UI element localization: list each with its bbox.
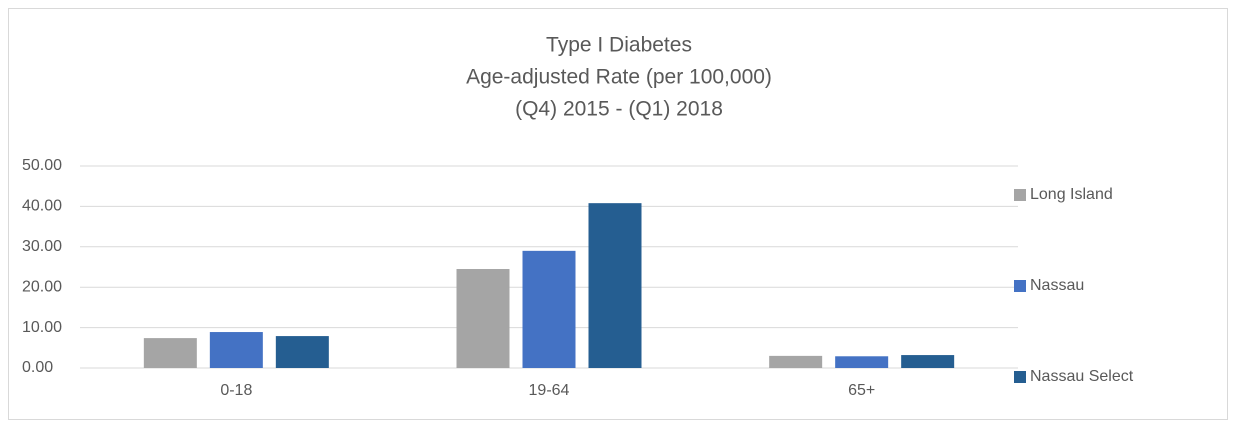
y-tick-label: 10.00 — [22, 319, 62, 336]
chart-title: (Q4) 2015 - (Q1) 2018 — [515, 98, 723, 121]
legend-label: Long Island — [1030, 186, 1113, 203]
legend-label: Nassau Select — [1030, 368, 1134, 385]
bar — [901, 355, 955, 368]
legend-label: Nassau — [1030, 277, 1084, 294]
y-tick-label: 30.00 — [22, 238, 62, 255]
chart-title: Type I Diabetes — [546, 34, 692, 57]
bar — [275, 336, 329, 368]
bar — [588, 203, 642, 368]
x-tick-label: 0-18 — [220, 382, 252, 399]
bar — [769, 355, 823, 368]
legend-swatch — [1014, 189, 1026, 201]
bar — [209, 332, 263, 368]
y-tick-label: 50.00 — [22, 157, 62, 174]
bar — [143, 338, 197, 368]
legend-swatch — [1014, 280, 1026, 292]
bar — [835, 356, 889, 368]
bar — [456, 269, 510, 368]
bar — [522, 250, 576, 368]
x-tick-label: 19-64 — [529, 382, 570, 399]
legend-swatch — [1014, 371, 1026, 383]
y-tick-label: 20.00 — [22, 278, 62, 295]
y-tick-label: 40.00 — [22, 198, 62, 215]
chart-title: Age-adjusted Rate (per 100,000) — [466, 66, 772, 89]
x-tick-label: 65+ — [848, 382, 875, 399]
y-tick-label: 0.00 — [22, 359, 53, 376]
